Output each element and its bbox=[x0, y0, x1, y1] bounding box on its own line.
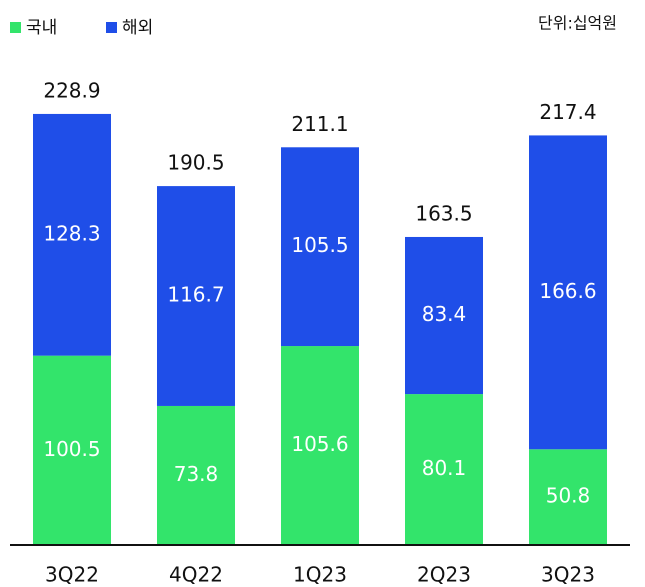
total-label: 217.4 bbox=[539, 100, 596, 124]
total-label: 228.9 bbox=[43, 78, 100, 102]
bar-segment bbox=[529, 449, 607, 545]
bar-segment bbox=[405, 236, 483, 395]
value-label: 50.8 bbox=[546, 484, 591, 508]
bar-segment bbox=[281, 147, 359, 347]
value-label: 73.8 bbox=[174, 462, 219, 486]
bar-segment bbox=[33, 355, 111, 545]
x-tick-label: 3Q23 bbox=[541, 563, 595, 587]
value-label: 80.1 bbox=[422, 456, 467, 480]
total-label: 211.1 bbox=[291, 112, 348, 136]
x-tick-label: 1Q23 bbox=[293, 563, 347, 587]
legend-label: 해외 bbox=[122, 18, 153, 38]
total-label: 190.5 bbox=[167, 151, 224, 175]
bar-segment bbox=[157, 405, 235, 545]
value-label: 116.7 bbox=[167, 283, 224, 307]
legend-swatch bbox=[106, 22, 117, 33]
bar-segment bbox=[157, 186, 235, 406]
value-label: 83.4 bbox=[422, 302, 467, 326]
legend-label: 국내 bbox=[26, 18, 57, 38]
value-label: 105.5 bbox=[291, 233, 348, 257]
x-tick-label: 2Q23 bbox=[417, 563, 471, 587]
bar-segment bbox=[281, 346, 359, 545]
value-label: 166.6 bbox=[539, 279, 596, 303]
x-tick-label: 3Q22 bbox=[45, 563, 99, 587]
bar-segment bbox=[405, 394, 483, 545]
value-label: 128.3 bbox=[43, 221, 100, 245]
legend-swatch bbox=[10, 22, 21, 33]
value-label: 100.5 bbox=[43, 437, 100, 461]
bar-segment bbox=[33, 113, 111, 356]
bar-segment bbox=[529, 135, 607, 450]
unit-label: 단위:십억원 bbox=[538, 14, 617, 33]
x-tick-label: 4Q22 bbox=[169, 563, 223, 587]
value-label: 105.6 bbox=[291, 432, 348, 456]
total-label: 163.5 bbox=[415, 201, 472, 225]
